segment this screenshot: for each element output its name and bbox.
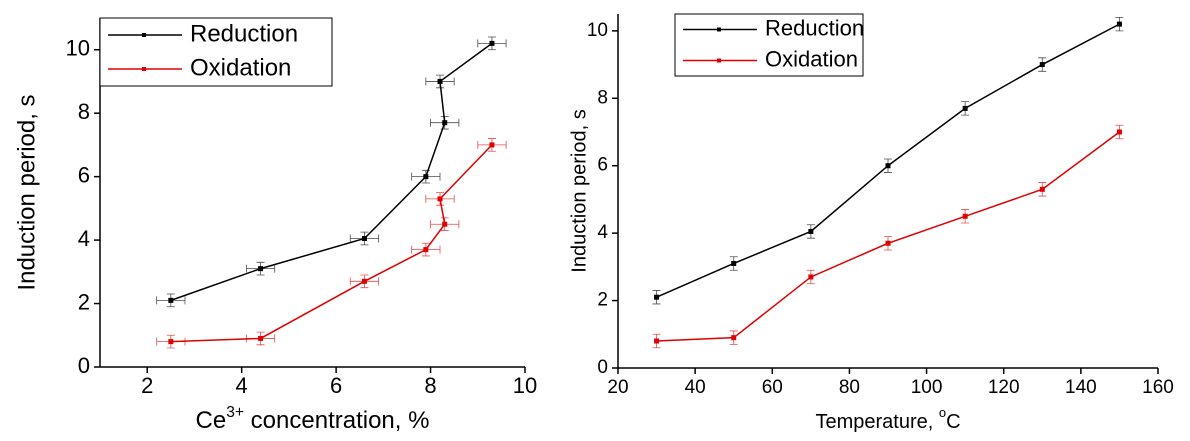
legend-marker: [142, 33, 146, 37]
point: [1116, 21, 1122, 27]
y-tick-label: 0: [597, 357, 608, 378]
point: [168, 339, 174, 345]
y-axis-label: Induction period, s: [13, 94, 40, 290]
y-tick-label: 4: [597, 222, 608, 243]
point: [808, 274, 814, 280]
point: [1039, 186, 1045, 192]
x-tick-label: 2: [141, 373, 153, 398]
legend-box: [674, 13, 864, 77]
x-axis-label-part: Temperature,: [815, 411, 938, 433]
chart: 2 4 6 8 10 0 2 4 6 8 10 Ce3+ concentration, % Induct…: [13, 17, 537, 434]
x-axis-label: Ce3+ concentration, %: [196, 404, 430, 434]
x-axis-label-part: C: [946, 411, 960, 433]
x-tick-label: 120: [988, 377, 1020, 398]
x-axis-label-part: o: [939, 405, 946, 420]
legend-marker: [717, 58, 721, 63]
x-tick-label: 60: [762, 377, 783, 398]
point: [808, 228, 814, 234]
point: [423, 247, 429, 253]
legend-marker: [142, 67, 146, 71]
y-tick-label: 8: [78, 99, 90, 124]
y-tick-label: 2: [597, 290, 608, 311]
x-axis-label-part: 3+: [226, 404, 244, 421]
point: [442, 120, 448, 126]
point: [361, 236, 367, 242]
point: [442, 221, 448, 227]
point: [258, 335, 264, 341]
x-tick-label: 20: [607, 377, 628, 398]
x-axis-label-part: Ce: [196, 407, 227, 434]
y-axis-label: Induction period, s: [568, 109, 590, 272]
point: [885, 240, 891, 246]
y-tick-label: 10: [587, 20, 608, 41]
point: [437, 196, 443, 202]
point: [962, 105, 968, 111]
legend-label: Reduction: [765, 15, 864, 40]
y-tick-label: 6: [597, 155, 608, 176]
x-tick-label: 4: [236, 373, 248, 398]
point: [423, 174, 429, 180]
point: [885, 163, 891, 169]
legend-box: [99, 17, 333, 87]
y-tick-label: 10: [66, 36, 90, 61]
legend-marker: [717, 27, 721, 32]
chart: 20 40 60 80 100 120 140 160 0 2 4 6 8 10 Temperature, …: [568, 13, 1174, 433]
point: [731, 260, 737, 266]
x-tick-label: 140: [1065, 377, 1097, 398]
point: [962, 213, 968, 219]
y-tick-label: 2: [78, 289, 90, 314]
x-tick-label: 40: [685, 377, 706, 398]
y-tick-label: 6: [78, 162, 90, 187]
point: [361, 278, 367, 284]
point: [489, 40, 495, 46]
point: [654, 294, 660, 300]
x-tick-label: 80: [839, 377, 860, 398]
y-tick-label: 4: [78, 226, 90, 251]
legend-label: Oxidation: [190, 54, 291, 81]
x-tick-label: 8: [424, 373, 436, 398]
series-line: [170, 144, 493, 343]
point: [1039, 62, 1045, 68]
y-tick-label: 8: [597, 87, 608, 108]
x-tick-label: 160: [1142, 377, 1174, 398]
legend-label: Oxidation: [765, 46, 858, 71]
point: [258, 266, 264, 272]
x-tick-label: 6: [330, 373, 342, 398]
point: [731, 335, 737, 341]
point: [489, 142, 495, 148]
x-axis-label-part: concentration, %: [244, 407, 429, 434]
point: [1116, 129, 1122, 135]
x-tick-label: 100: [911, 377, 943, 398]
x-axis-label: Temperature, oC: [815, 405, 960, 433]
legend-label: Reduction: [190, 20, 298, 47]
x-tick-label: 10: [513, 373, 537, 398]
y-tick-label: 0: [78, 353, 90, 378]
point: [437, 78, 443, 84]
point: [654, 338, 660, 344]
point: [168, 297, 174, 303]
